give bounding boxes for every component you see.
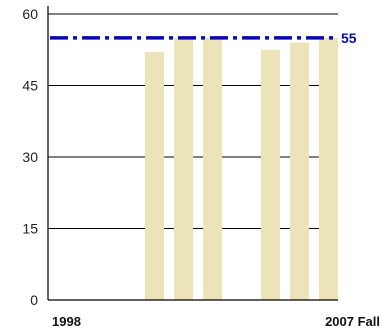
reference-line-group: 55 (50, 30, 357, 46)
y-tick-label-0: 0 (30, 292, 38, 308)
y-tick-label-60: 60 (22, 6, 38, 22)
bar-2007-fall (319, 37, 338, 301)
y-tick-label-15: 15 (22, 221, 38, 237)
reference-line-label: 55 (341, 30, 357, 46)
bar-2001 (145, 52, 164, 300)
y-tick-label-30: 30 (22, 149, 38, 165)
bars (145, 37, 338, 301)
x-axis-end-label: 2007 Fall (325, 314, 380, 329)
y-tick-labels: 0 15 30 45 60 (22, 6, 38, 308)
bar-2005 (261, 49, 280, 301)
bar-2003 (203, 37, 222, 301)
bar-2006 (290, 42, 309, 300)
y-tick-label-45: 45 (22, 78, 38, 94)
bar-2002 (174, 37, 193, 301)
x-axis-start-label: 1998 (52, 314, 81, 329)
